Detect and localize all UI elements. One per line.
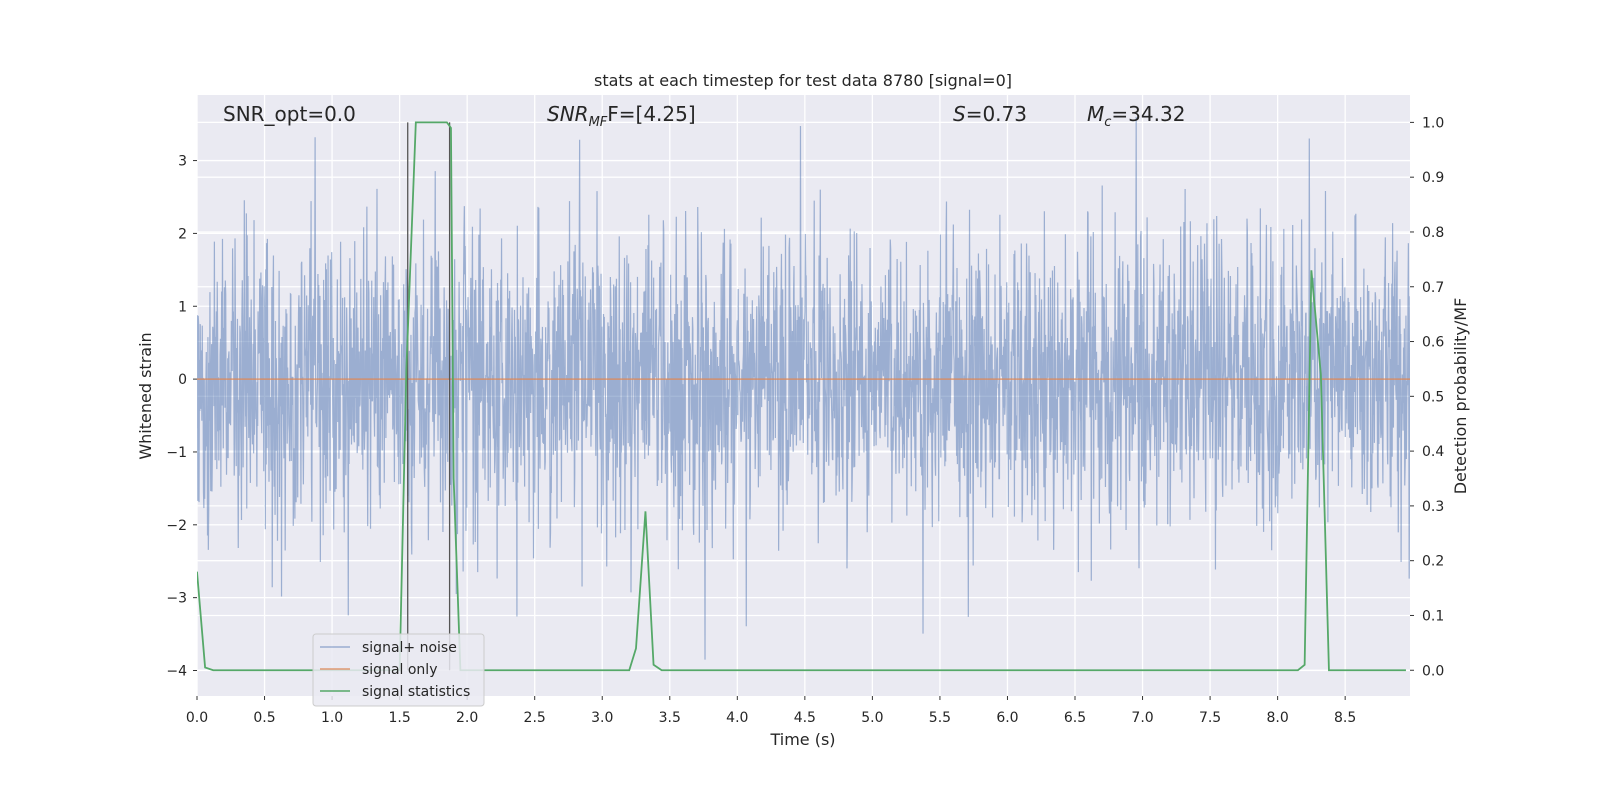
snr-mf-rest: F=[4.25] — [607, 102, 695, 126]
tick-labels-layer: 0.0 0.5 1.0 1.5 2.0 2.5 3.0 3.5 4.0 4.5 5.0 5.5 6.0 6… — [166, 115, 1444, 726]
y-tick-label-left: −2 — [166, 518, 187, 534]
x-tick-label: 5.0 — [861, 710, 883, 726]
y-tick-label-left: −3 — [166, 591, 187, 607]
x-tick-label: 3.5 — [659, 710, 681, 726]
x-tick-label: 2.5 — [524, 710, 546, 726]
y-tick-label-right: 0.5 — [1422, 389, 1444, 405]
x-tick-label: 5.5 — [929, 710, 951, 726]
y-tick-label-right: 0.3 — [1422, 499, 1444, 515]
y-tick-label-right: 0.7 — [1422, 280, 1444, 296]
x-tick-label: 1.0 — [321, 710, 343, 726]
x-tick-label: 1.5 — [388, 710, 410, 726]
legend-label-signal-only: signal only — [362, 662, 437, 678]
y-tick-label-right: 0.0 — [1422, 663, 1444, 679]
chart-title: stats at each timestep for test data 878… — [594, 71, 1012, 90]
y-tick-label-right: 0.6 — [1422, 335, 1444, 351]
y-axis-label-right: Detection probability/MF — [1451, 298, 1470, 495]
noise-series-layer — [197, 116, 1410, 660]
snr-mf-sub: MF — [589, 115, 608, 130]
series-signal-noise — [197, 116, 1410, 660]
s-symbol: S — [953, 102, 966, 126]
mc-symbol: M — [1087, 102, 1104, 126]
y-tick-label-left: 3 — [178, 154, 187, 170]
series-signal-statistics — [197, 121, 1406, 672]
mc-sub: c — [1104, 115, 1111, 130]
legend-box — [312, 633, 485, 707]
x-tick-label: 0.5 — [253, 710, 275, 726]
x-tick-label: 8.0 — [1266, 710, 1288, 726]
legend-label-signal-statistics: signal statistics — [362, 684, 470, 700]
x-tick-label: 2.0 — [456, 710, 478, 726]
x-tick-label: 3.0 — [591, 710, 613, 726]
lines-layer — [197, 121, 1410, 672]
y-tick-label-left: 0 — [178, 372, 187, 388]
y-tick-label-left: 1 — [178, 299, 187, 315]
y-tick-label-left: −1 — [166, 445, 187, 461]
y-tick-label-right: 0.8 — [1422, 225, 1444, 241]
y-tick-label-right: 0.2 — [1422, 554, 1444, 570]
y-tick-label-left: 2 — [178, 226, 187, 242]
x-tick-label: 0.0 — [186, 710, 208, 726]
mc-annotation: Mc=34.32 — [1087, 102, 1185, 130]
y-tick-label-right: 0.1 — [1422, 608, 1444, 624]
legend-label-signal-noise: signal+ noise — [362, 640, 457, 656]
mc-value: =34.32 — [1111, 102, 1185, 126]
snr-mf-main: SNR — [547, 102, 589, 126]
y-tick-label-left: −4 — [166, 664, 187, 680]
x-tick-label: 4.5 — [794, 710, 816, 726]
y-tick-label-right: 0.4 — [1422, 444, 1444, 460]
y-tick-label-right: 1.0 — [1422, 115, 1444, 131]
x-tick-label: 6.5 — [1064, 710, 1086, 726]
snr-mf-annotation: SNRMFF=[4.25] — [547, 102, 696, 130]
x-tick-label: 7.0 — [1131, 710, 1153, 726]
x-axis-label: Time (s) — [769, 730, 835, 749]
legend: signal+ noise signal only signal statist… — [312, 633, 485, 707]
x-tick-label: 8.5 — [1334, 710, 1356, 726]
x-tick-label: 6.0 — [996, 710, 1018, 726]
x-tick-label: 4.0 — [726, 710, 748, 726]
x-tick-label: 7.5 — [1199, 710, 1221, 726]
snr-opt-annotation: SNR_opt=0.0 — [223, 102, 356, 126]
y-tick-label-right: 0.9 — [1422, 170, 1444, 186]
s-annotation: S=0.73 — [953, 102, 1027, 126]
y-axis-label-left: Whitened strain — [136, 332, 155, 459]
s-value: =0.73 — [966, 102, 1027, 126]
